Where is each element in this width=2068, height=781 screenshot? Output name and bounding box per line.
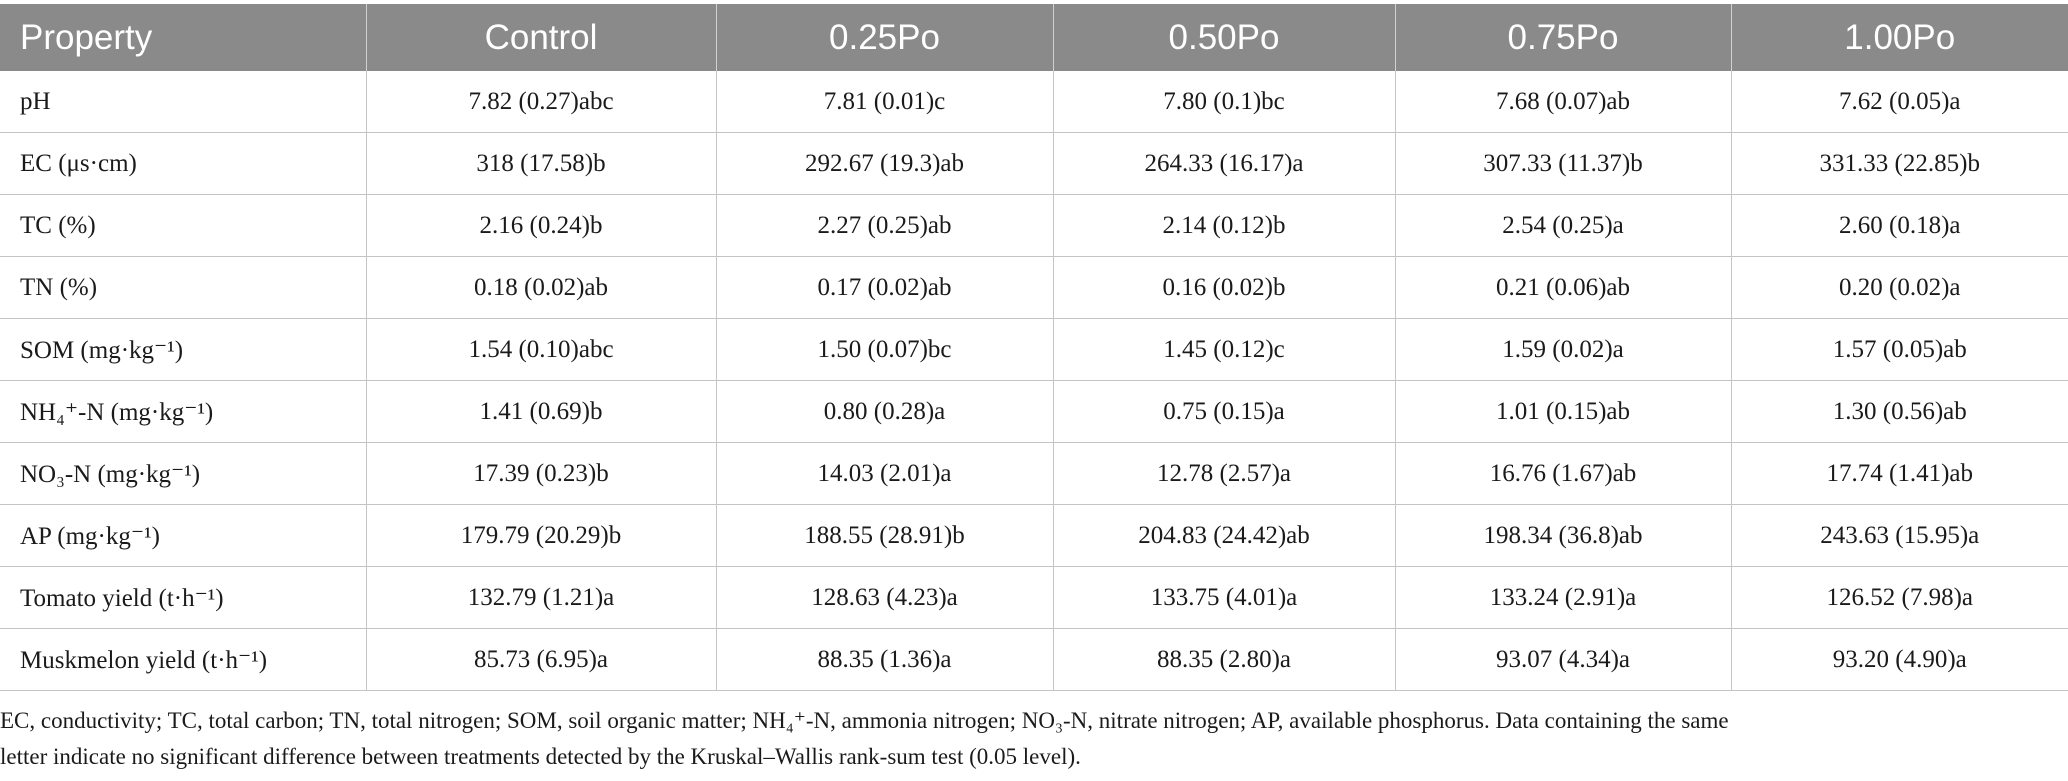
table-cell: 1.54 (0.10)abc bbox=[366, 318, 717, 381]
table-cell: 1.45 (0.12)c bbox=[1053, 318, 1396, 381]
table-cell: 0.18 (0.02)ab bbox=[366, 256, 717, 319]
row-label: SOM (mg·kg⁻¹) bbox=[0, 318, 367, 381]
table-footnote: EC, conductivity; TC, total carbon; TN, … bbox=[0, 703, 2068, 775]
row-label: TN (%) bbox=[0, 256, 367, 319]
table-cell: 204.83 (24.42)ab bbox=[1053, 504, 1396, 567]
table-cell: 1.57 (0.05)ab bbox=[1731, 318, 2068, 381]
row-label: EC (μs·cm) bbox=[0, 132, 367, 195]
row-label: NH₄⁺-N (mg·kg⁻¹) bbox=[0, 380, 367, 443]
table-row: pH 7.82 (0.27)abc 7.81 (0.01)c 7.80 (0.1)bc… bbox=[0, 71, 2068, 133]
table-cell: 93.20 (4.90)a bbox=[1731, 628, 2068, 691]
row-label: TC (%) bbox=[0, 194, 367, 257]
table-header: Property Control 0.25Po 0.50Po 0.75Po 1.… bbox=[0, 4, 2068, 71]
table-cell: 88.35 (1.36)a bbox=[716, 628, 1054, 691]
table-cell: 7.81 (0.01)c bbox=[716, 71, 1054, 133]
table-cell: 0.17 (0.02)ab bbox=[716, 256, 1054, 319]
table-cell: 17.74 (1.41)ab bbox=[1731, 442, 2068, 505]
table-cell: 331.33 (22.85)b bbox=[1731, 132, 2068, 195]
table-cell: 85.73 (6.95)a bbox=[366, 628, 717, 691]
table-cell: 2.27 (0.25)ab bbox=[716, 194, 1054, 257]
table-cell: 88.35 (2.80)a bbox=[1053, 628, 1396, 691]
table-row: TC (%) 2.16 (0.24)b 2.27 (0.25)ab 2.14 (0.1… bbox=[0, 194, 2068, 257]
table-row: Muskmelon yield (t·h⁻¹) 85.73 (6.95)a 88.3… bbox=[0, 628, 2068, 691]
footnote-line-1: EC, conductivity; TC, total carbon; TN, … bbox=[0, 708, 1729, 733]
table-cell: 2.60 (0.18)a bbox=[1731, 194, 2068, 257]
table-cell: 128.63 (4.23)a bbox=[716, 566, 1054, 629]
column-header-0.25po: 0.25Po bbox=[716, 4, 1054, 71]
table-cell: 1.50 (0.07)bc bbox=[716, 318, 1054, 381]
table-cell: 243.63 (15.95)a bbox=[1731, 504, 2068, 567]
table-cell: 292.67 (19.3)ab bbox=[716, 132, 1054, 195]
table-cell: 2.54 (0.25)a bbox=[1395, 194, 1732, 257]
table-cell: 7.80 (0.1)bc bbox=[1053, 71, 1396, 133]
table-cell: 133.24 (2.91)a bbox=[1395, 566, 1732, 629]
table-cell: 0.16 (0.02)b bbox=[1053, 256, 1396, 319]
table-cell: 1.41 (0.69)b bbox=[366, 380, 717, 443]
row-label: pH bbox=[0, 71, 367, 133]
column-header-0.50po: 0.50Po bbox=[1053, 4, 1396, 71]
table-cell: 179.79 (20.29)b bbox=[366, 504, 717, 567]
table-row: NO₃-N (mg·kg⁻¹) 17.39 (0.23)b 14.03 (2.01)… bbox=[0, 442, 2068, 505]
table-row: AP (mg·kg⁻¹) 179.79 (20.29)b 188.55 (28.91… bbox=[0, 504, 2068, 567]
table-cell: 0.21 (0.06)ab bbox=[1395, 256, 1732, 319]
row-label: Muskmelon yield (t·h⁻¹) bbox=[0, 628, 367, 691]
table-cell: 0.20 (0.02)a bbox=[1731, 256, 2068, 319]
table-cell: 188.55 (28.91)b bbox=[716, 504, 1054, 567]
row-label: NO₃-N (mg·kg⁻¹) bbox=[0, 442, 367, 505]
table-cell: 16.76 (1.67)ab bbox=[1395, 442, 1732, 505]
table-cell: 1.30 (0.56)ab bbox=[1731, 380, 2068, 443]
table-row: TN (%) 0.18 (0.02)ab 0.17 (0.02)ab 0.16 (0.… bbox=[0, 256, 2068, 319]
table-cell: 318 (17.58)b bbox=[366, 132, 717, 195]
table-cell: 198.34 (36.8)ab bbox=[1395, 504, 1732, 567]
table-cell: 133.75 (4.01)a bbox=[1053, 566, 1396, 629]
table-cell: 0.75 (0.15)a bbox=[1053, 380, 1396, 443]
table-cell: 264.33 (16.17)a bbox=[1053, 132, 1396, 195]
table-cell: 2.14 (0.12)b bbox=[1053, 194, 1396, 257]
table-cell: 126.52 (7.98)a bbox=[1731, 566, 2068, 629]
table-cell: 7.68 (0.07)ab bbox=[1395, 71, 1732, 133]
table-body: pH 7.82 (0.27)abc 7.81 (0.01)c 7.80 (0.1)bc… bbox=[0, 71, 2068, 691]
data-table-container: Property Control 0.25Po 0.50Po 0.75Po 1.… bbox=[0, 4, 2068, 691]
column-header-control: Control bbox=[366, 4, 717, 71]
column-header-0.75po: 0.75Po bbox=[1395, 4, 1732, 71]
table-cell: 132.79 (1.21)a bbox=[366, 566, 717, 629]
column-header-1.00po: 1.00Po bbox=[1731, 4, 2068, 71]
table-cell: 7.62 (0.05)a bbox=[1731, 71, 2068, 133]
table-row: NH₄⁺-N (mg·kg⁻¹) 1.41 (0.69)b 0.80 (0.28)a… bbox=[0, 380, 2068, 443]
footnote-line-2: letter indicate no significant differenc… bbox=[0, 744, 1081, 769]
header-row: Property Control 0.25Po 0.50Po 0.75Po 1.… bbox=[0, 4, 2068, 71]
table-cell: 17.39 (0.23)b bbox=[366, 442, 717, 505]
table-cell: 2.16 (0.24)b bbox=[366, 194, 717, 257]
table-cell: 307.33 (11.37)b bbox=[1395, 132, 1732, 195]
table-cell: 1.01 (0.15)ab bbox=[1395, 380, 1732, 443]
table-cell: 93.07 (4.34)a bbox=[1395, 628, 1732, 691]
soil-properties-table: Property Control 0.25Po 0.50Po 0.75Po 1.… bbox=[0, 4, 2068, 691]
table-cell: 1.59 (0.02)a bbox=[1395, 318, 1732, 381]
table-cell: 7.82 (0.27)abc bbox=[366, 71, 717, 133]
table-cell: 12.78 (2.57)a bbox=[1053, 442, 1396, 505]
column-header-property: Property bbox=[0, 4, 367, 71]
row-label: AP (mg·kg⁻¹) bbox=[0, 504, 367, 567]
table-cell: 14.03 (2.01)a bbox=[716, 442, 1054, 505]
table-cell: 0.80 (0.28)a bbox=[716, 380, 1054, 443]
table-row: SOM (mg·kg⁻¹) 1.54 (0.10)abc 1.50 (0.07)bc… bbox=[0, 318, 2068, 381]
table-row: EC (μs·cm) 318 (17.58)b 292.67 (19.3)ab 264… bbox=[0, 132, 2068, 195]
table-row: Tomato yield (t·h⁻¹) 132.79 (1.21)a 128.63… bbox=[0, 566, 2068, 629]
row-label: Tomato yield (t·h⁻¹) bbox=[0, 566, 367, 629]
